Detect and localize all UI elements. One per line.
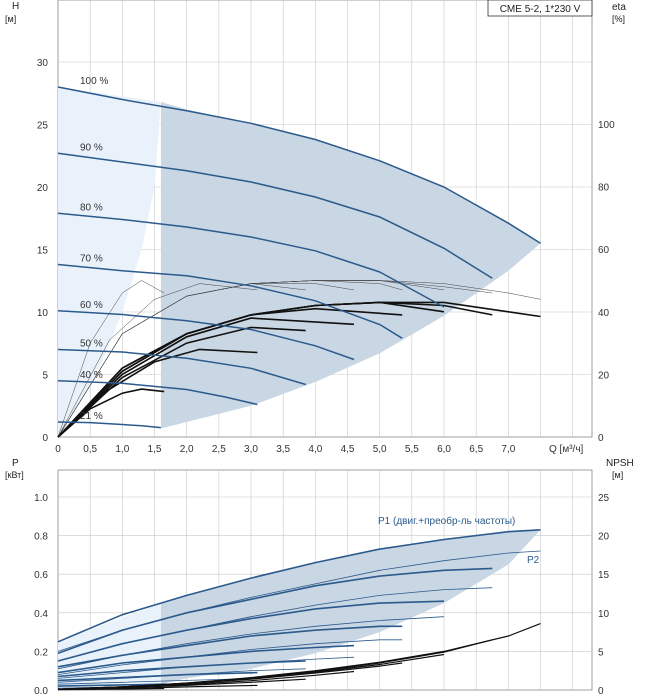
y-right-tick-label: 100: [598, 120, 615, 131]
speed-curve-label: 21 %: [80, 411, 103, 422]
speed-curve-label: 60 %: [80, 300, 103, 311]
y-right-unit: [%]: [612, 14, 625, 24]
speed-curve-label: 90 %: [80, 142, 103, 153]
x-tick-label: 6,5: [469, 444, 483, 455]
efficiency-curve: [57, 326, 306, 438]
bottom-curves: [57, 529, 541, 691]
bottom-axes: 0.0 0.2 0.4 0.6 0.8 1.0 0 5 10 15 20 25: [34, 493, 609, 697]
x-tick-label: 2,5: [212, 444, 226, 455]
x-tick-label: 6,0: [437, 444, 451, 455]
p-tick-label: 0.8: [34, 532, 48, 543]
speed-curve-label: 40 %: [80, 370, 103, 381]
x-tick-label: 0: [55, 444, 61, 455]
y-left-unit: [м]: [5, 14, 16, 24]
y-left-tick-label: 10: [37, 308, 49, 319]
x-tick-label: 5,5: [405, 444, 419, 455]
power-npsh-panel: 0.0 0.2 0.4 0.6 0.8 1.0 0 5 10 15 20 25 P [кВт] NPS…: [5, 458, 634, 697]
p2-curve: [57, 678, 258, 685]
p-tick-label: 0.4: [34, 609, 48, 620]
npsh-tick-label: 15: [598, 570, 610, 581]
x-tick-label: 4,0: [308, 444, 322, 455]
y-right-tick-label: 60: [598, 245, 610, 256]
x-axis-label: Q [м³/ч]: [549, 444, 584, 455]
y-right-tick-label: 80: [598, 183, 610, 194]
p1-annotation: P1 (двиг.+преобр-ль частоты): [378, 515, 515, 527]
p-tick-label: 1.0: [34, 493, 48, 504]
p-tick-label: 0.0: [34, 686, 48, 697]
p1-curve: [57, 567, 493, 655]
npsh-curve: [57, 687, 165, 691]
product-label: CME 5-2, 1*230 V: [500, 4, 581, 15]
npsh-axis-unit: [м]: [612, 470, 623, 480]
speed-curve-label: 80 %: [80, 202, 103, 213]
p1-curve: [57, 529, 541, 643]
y-left-label: H: [12, 1, 19, 12]
npsh-tick-label: 25: [598, 493, 610, 504]
p2-curve: [57, 639, 403, 675]
x-tick-label: 0,5: [83, 444, 97, 455]
x-tick-label: 1,0: [115, 444, 129, 455]
y-left-tick-label: 0: [42, 433, 48, 444]
efficiency-thin-curve: [57, 280, 165, 438]
speed-curve: [57, 348, 306, 386]
top-curves: 100 % 90 % 80 % 70 % 60 % 50 % 40 % 21 %: [57, 76, 541, 438]
efficiency-thin-curve: [57, 283, 258, 438]
y-right-tick-label: 0: [598, 433, 604, 444]
product-label-box: CME 5-2, 1*230 V: [487, 0, 593, 17]
y-right-label: eta: [612, 2, 626, 13]
p1-curve: [57, 683, 165, 687]
npsh-tick-label: 10: [598, 609, 610, 620]
speed-curve: [57, 152, 493, 279]
p-axis-label: P: [12, 458, 19, 469]
speed-curve: [57, 263, 403, 339]
p-tick-label: 0.6: [34, 570, 48, 581]
npsh-curve: [57, 662, 403, 690]
efficiency-curve: [57, 317, 355, 438]
p2-annotation: P2: [527, 555, 540, 566]
x-tick-label: 4,5: [341, 444, 355, 455]
npsh-axis-label: NPSH: [606, 458, 634, 469]
y-right-tick-label: 40: [598, 308, 610, 319]
power-area-fill: [160, 529, 541, 685]
speed-curve: [57, 86, 541, 244]
efficiency-thin-curve: [57, 280, 541, 438]
x-tick-label: 2,0: [180, 444, 194, 455]
p1-curve: [57, 660, 306, 678]
speed-curve: [57, 212, 445, 308]
speed-curve: [57, 421, 161, 429]
p1-curve: [57, 671, 258, 682]
speed-curve-label: 100 %: [80, 76, 108, 87]
x-tick-label: 3,5: [276, 444, 290, 455]
npsh-tick-label: 20: [598, 532, 610, 543]
x-tick-label: 7,0: [501, 444, 515, 455]
power-low-flow-fill: [58, 603, 161, 687]
y-left-tick-label: 5: [42, 371, 48, 382]
y-right-tick-label: 20: [598, 370, 610, 381]
npsh-tick-label: 5: [598, 647, 604, 658]
low-flow-area-fill: [58, 87, 161, 437]
y-left-tick-label: 20: [37, 183, 49, 194]
speed-curve: [57, 380, 258, 406]
x-tick-label: 1,5: [148, 444, 162, 455]
p-axis-unit: [кВт]: [5, 470, 24, 480]
x-tick-label: 3,0: [244, 444, 258, 455]
x-tick-label: 5,0: [373, 444, 387, 455]
y-left-tick-label: 25: [37, 121, 49, 132]
efficiency-curve: [57, 301, 541, 438]
power-operating-area: [58, 529, 541, 687]
speed-curve-label: 70 %: [80, 254, 103, 265]
p-tick-label: 0.2: [34, 647, 48, 658]
speed-curve-label: 50 %: [80, 339, 103, 350]
y-left-tick-label: 30: [37, 58, 49, 69]
p1-curve: [57, 600, 445, 662]
npsh-tick-label: 0: [598, 686, 604, 697]
p1-curve: [57, 625, 403, 668]
p1-curve: [57, 644, 355, 674]
head-efficiency-panel: 100 % 90 % 80 % 70 % 60 % 50 % 40 % 21 % 0 5 10 15…: [5, 0, 626, 455]
y-left-tick-label: 15: [37, 246, 49, 257]
top-axes: 0 5 10 15 20 25 30 0 20 40 60 80 100 0 0,5 1,0 1,5 2,0 2,5…: [37, 58, 615, 455]
speed-curve: [57, 310, 355, 361]
